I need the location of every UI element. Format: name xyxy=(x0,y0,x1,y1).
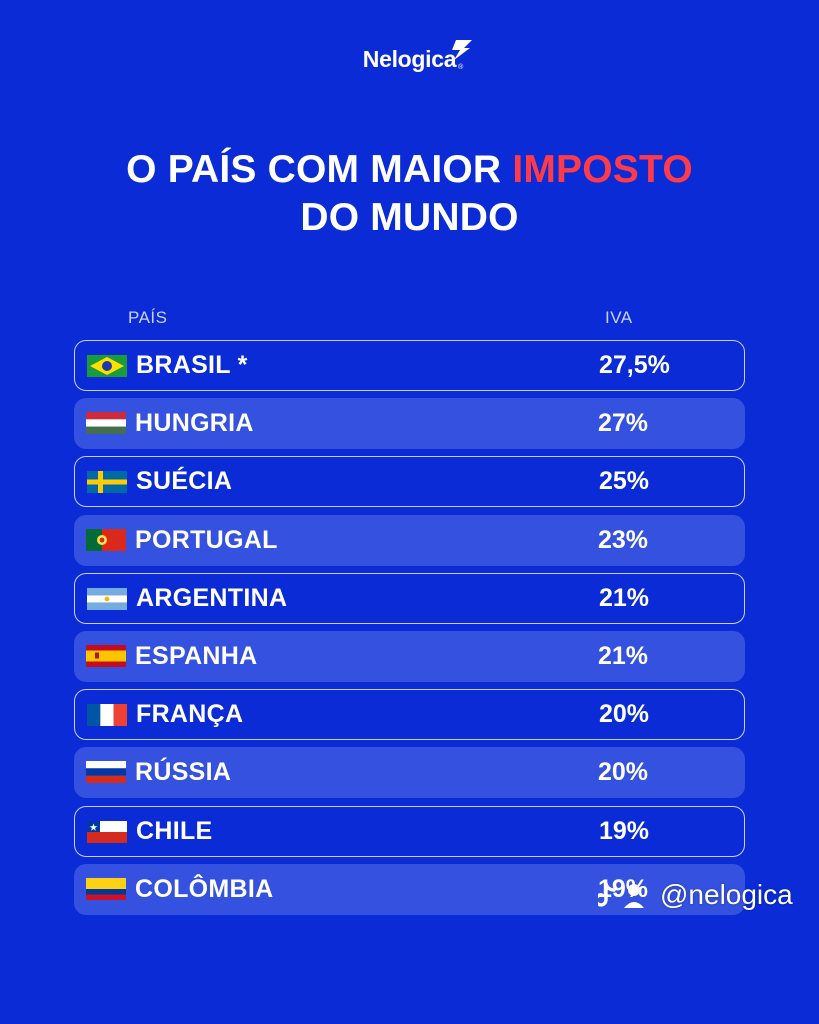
table-row: ARGENTINA 21% xyxy=(74,572,745,624)
vat-value: 21% xyxy=(598,641,649,670)
france-flag-icon xyxy=(87,704,127,727)
hungary-flag-icon xyxy=(86,412,126,435)
russia-flag-icon xyxy=(86,761,126,784)
vat-value: 21% xyxy=(599,583,650,612)
table-row: PORTUGAL 23% xyxy=(74,514,745,566)
argentina-flag-icon xyxy=(87,587,127,610)
table-row: CHILE 19% xyxy=(74,805,745,857)
vat-value: 23% xyxy=(598,525,649,554)
watermark-handle: @nelogica xyxy=(660,879,793,910)
title-line2: DO MUNDO xyxy=(300,196,519,239)
country-name: CHILE xyxy=(136,816,213,845)
tiktok-icon xyxy=(598,882,644,908)
country-name: FRANÇA xyxy=(136,700,244,729)
chile-flag-icon xyxy=(87,820,127,843)
vat-value: 20% xyxy=(598,758,649,787)
table-row: FRANÇA 20% xyxy=(74,689,745,741)
table-row: ESPANHA 21% xyxy=(74,630,745,682)
country-name: ARGENTINA xyxy=(136,583,288,612)
vat-value: 19% xyxy=(599,816,650,845)
country-name: HUNGRIA xyxy=(135,409,254,438)
brand-name: Nelogica xyxy=(362,46,457,72)
column-header-vat: IVA xyxy=(605,308,633,327)
vat-value: 20% xyxy=(599,700,650,729)
country-name: BRASIL * xyxy=(136,351,248,379)
vat-table: BRASIL * 27,5% HUNGRIA 27% SUÉCIA 25% PO… xyxy=(74,340,745,922)
vat-value: 27,5% xyxy=(599,351,670,379)
country-name: COLÔMBIA xyxy=(135,874,274,903)
country-name: PORTUGAL xyxy=(135,525,278,554)
brand-logo: Nelogica ® xyxy=(0,40,819,73)
country-name: SUÉCIA xyxy=(136,467,233,496)
table-row: HUNGRIA 27% xyxy=(74,398,745,450)
country-name: RÚSSIA xyxy=(135,758,232,787)
country-name: ESPANHA xyxy=(135,641,258,670)
title-line1-pre: O PAÍS COM MAIOR xyxy=(126,148,513,191)
page-title: O PAÍS COM MAIOR IMPOSTO DO MUNDO xyxy=(0,146,819,242)
spain-flag-icon xyxy=(86,644,126,667)
vat-value: 25% xyxy=(599,467,650,496)
column-header-country: PAÍS xyxy=(128,308,168,327)
table-row: RÚSSIA 20% xyxy=(74,747,745,799)
title-highlight: IMPOSTO xyxy=(512,148,693,191)
sweden-flag-icon xyxy=(87,471,127,494)
registered-mark: ® xyxy=(458,64,464,71)
watermark: @nelogica xyxy=(598,878,793,912)
table-row: SUÉCIA 25% xyxy=(74,456,745,508)
colombia-flag-icon xyxy=(86,877,126,900)
nelogica-logo-icon xyxy=(452,40,473,60)
vat-value: 27% xyxy=(598,409,649,438)
brazil-flag-icon xyxy=(87,355,127,377)
portugal-flag-icon xyxy=(86,528,126,551)
table-row: BRASIL * 27,5% xyxy=(74,340,745,391)
